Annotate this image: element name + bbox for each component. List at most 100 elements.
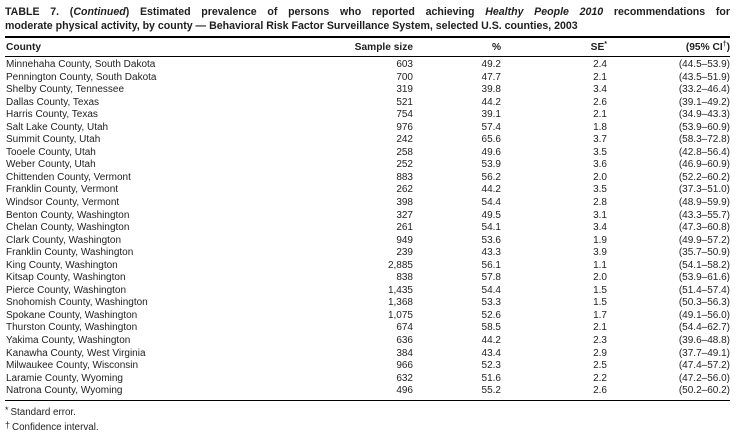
se-cell: 2.8 <box>593 197 607 209</box>
se-label: SE <box>590 42 605 53</box>
county-cell: Benton County, Washington <box>6 209 130 221</box>
sample-size-cell: 976 <box>396 121 413 133</box>
se-cell: 1.9 <box>593 234 607 246</box>
se-cell: 2.1 <box>593 322 607 334</box>
se-cell: 1.1 <box>593 259 607 271</box>
sample-size-cell: 496 <box>396 385 413 397</box>
ci-cell: (34.9–43.3) <box>678 109 730 121</box>
percent-cell: 58.5 <box>481 322 501 334</box>
percent-cell: 53.9 <box>481 159 501 171</box>
se-cell: 2.1 <box>593 109 607 121</box>
ci-cell: (50.3–56.3) <box>678 297 730 309</box>
ci-cell: (39.6–48.8) <box>678 335 730 347</box>
table-row: King County, Washington 2,885 56.1 1.1 (… <box>5 260 730 273</box>
ci-cell: (43.5–51.9) <box>678 71 730 83</box>
se-cell: 3.5 <box>593 146 607 158</box>
se-cell: 2.6 <box>593 96 607 108</box>
percent-cell: 57.4 <box>481 121 501 133</box>
county-cell: Thurston County, Washington <box>6 322 138 334</box>
table-row: Clark County, Washington 949 53.6 1.9 (4… <box>5 235 730 248</box>
table-row: Benton County, Washington 327 49.5 3.1 (… <box>5 210 730 223</box>
sample-size-cell: 754 <box>396 109 413 121</box>
se-cell: 1.7 <box>593 309 607 321</box>
ci-cell: (47.2–56.0) <box>678 372 730 384</box>
county-cell: Clark County, Washington <box>6 234 122 246</box>
se-cell: 2.5 <box>593 360 607 372</box>
percent-cell: 51.6 <box>481 372 501 384</box>
table-title-line1: TABLE 7. (Continued) Estimated prevalenc… <box>5 6 730 20</box>
se-cell: 2.0 <box>593 171 607 183</box>
table-row: Milwaukee County, Wisconsin 966 52.3 2.5… <box>5 360 730 373</box>
table-row: Salt Lake County, Utah 976 57.4 1.8 (53.… <box>5 122 730 135</box>
county-cell: Summit County, Utah <box>6 134 101 146</box>
column-header-county: County <box>5 37 333 57</box>
table-row: Windsor County, Vermont 398 54.4 2.8 (48… <box>5 197 730 210</box>
county-cell: Chittenden County, Vermont <box>6 171 131 183</box>
sample-size-cell: 949 <box>396 234 413 246</box>
ci-label: (95% CI <box>685 42 723 53</box>
percent-cell: 54.1 <box>481 222 501 234</box>
se-cell: 2.6 <box>593 385 607 397</box>
percent-cell: 44.2 <box>481 96 501 108</box>
percent-cell: 44.2 <box>481 335 501 347</box>
sample-size-cell: 261 <box>396 222 413 234</box>
sample-size-cell: 258 <box>396 146 413 158</box>
column-header-se: SE* <box>501 37 607 57</box>
se-asterisk: * <box>604 41 607 48</box>
se-cell: 2.1 <box>593 71 607 83</box>
percent-cell: 52.3 <box>481 360 501 372</box>
table-row: Spokane County, Washington 1,075 52.6 1.… <box>5 310 730 323</box>
table-row: Chelan County, Washington 261 54.1 3.4 (… <box>5 222 730 235</box>
ci-cell: (54.4–62.7) <box>678 322 730 334</box>
county-cell: Pennington County, South Dakota <box>6 71 157 83</box>
county-cell: Shelby County, Tennessee <box>6 84 125 96</box>
percent-cell: 47.7 <box>481 71 501 83</box>
county-cell: Natrona County, Wyoming <box>6 385 123 397</box>
ci-cell: (47.3–60.8) <box>678 222 730 234</box>
county-cell: Harris County, Texas <box>6 109 98 121</box>
county-cell: Dallas County, Texas <box>6 96 100 108</box>
sample-size-cell: 883 <box>396 171 413 183</box>
se-cell: 1.8 <box>593 121 607 133</box>
ci-cell: (35.7–50.9) <box>678 247 730 259</box>
column-header-sample-size: Sample size <box>333 37 413 57</box>
ci-cell: (46.9–60.9) <box>678 159 730 171</box>
table-row: Franklin County, Vermont 262 44.2 3.5 (3… <box>5 184 730 197</box>
county-cell: Franklin County, Washington <box>6 247 134 259</box>
sample-size-cell: 966 <box>396 360 413 372</box>
table-body: Minnehaha County, South Dakota 603 49.2 … <box>5 57 730 401</box>
column-header-percent: % <box>413 37 501 57</box>
county-cell: Kitsap County, Washington <box>6 272 126 284</box>
county-cell: Tooele County, Utah <box>6 146 96 158</box>
se-cell: 1.5 <box>593 297 607 309</box>
ci-cell: (43.3–55.7) <box>678 209 730 221</box>
sample-size-cell: 1,368 <box>387 297 413 309</box>
county-cell: Yakima County, Washington <box>6 335 131 347</box>
county-cell: Minnehaha County, South Dakota <box>6 59 156 70</box>
table-row: Natrona County, Wyoming 496 55.2 2.6 (50… <box>5 385 730 400</box>
se-cell: 3.7 <box>593 134 607 146</box>
table-row: Kitsap County, Washington 838 57.8 2.0 (… <box>5 272 730 285</box>
prevalence-table: County Sample size % SE* (95% CI†) Minne… <box>5 36 730 401</box>
sample-size-cell: 242 <box>396 134 413 146</box>
ci-cell: (37.7–49.1) <box>678 347 730 359</box>
ci-cell: (49.1–56.0) <box>678 309 730 321</box>
table-row: Pierce County, Washington 1,435 54.4 1.5… <box>5 285 730 298</box>
ci-cell: (48.9–59.9) <box>678 197 730 209</box>
se-cell: 2.4 <box>593 59 607 70</box>
table-row: Laramie County, Wyoming 632 51.6 2.2 (47… <box>5 373 730 386</box>
sample-size-cell: 384 <box>396 347 413 359</box>
percent-cell: 65.6 <box>481 134 501 146</box>
ci-cell: (33.2–46.4) <box>678 84 730 96</box>
table-row: Weber County, Utah 252 53.9 3.6 (46.9–60… <box>5 159 730 172</box>
ci-cell: (37.3–51.0) <box>678 184 730 196</box>
sample-size-cell: 252 <box>396 159 413 171</box>
percent-cell: 52.6 <box>481 309 501 321</box>
table-row: Tooele County, Utah 258 49.6 3.5 (42.8–5… <box>5 147 730 160</box>
table-row: Harris County, Texas 754 39.1 2.1 (34.9–… <box>5 109 730 122</box>
table-title: TABLE 7. (Continued) Estimated prevalenc… <box>5 6 730 33</box>
se-cell: 3.4 <box>593 84 607 96</box>
county-cell: King County, Washington <box>6 259 118 271</box>
ci-cell: (39.1–49.2) <box>678 96 730 108</box>
title-healthy-people-italic: Healthy People 2010 <box>485 6 604 18</box>
